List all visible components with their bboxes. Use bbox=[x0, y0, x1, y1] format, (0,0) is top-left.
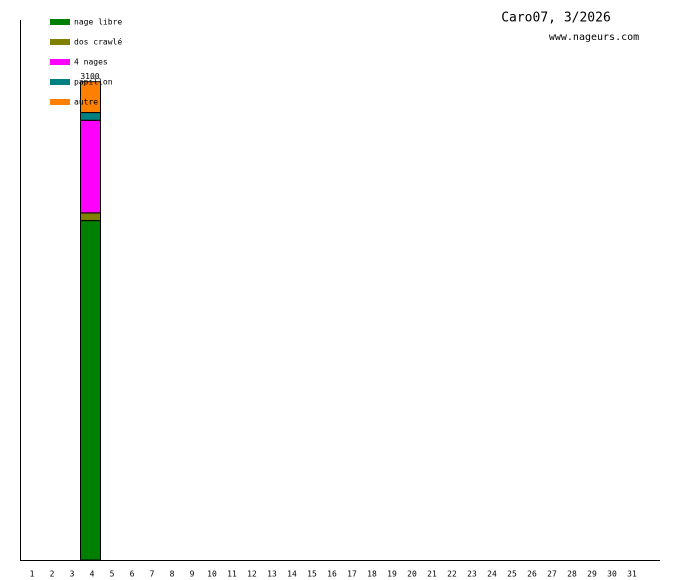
legend-label: papillon bbox=[74, 78, 113, 87]
bar-segment bbox=[80, 119, 101, 214]
x-tick-label: 13 bbox=[267, 570, 277, 579]
x-tick-label: 28 bbox=[567, 570, 577, 579]
x-tick-label: 3 bbox=[70, 570, 75, 579]
x-tick-label: 4 bbox=[90, 570, 95, 579]
x-tick-label: 26 bbox=[527, 570, 537, 579]
x-tick-label: 6 bbox=[130, 570, 135, 579]
x-tick-label: 30 bbox=[607, 570, 617, 579]
total-label: 3100 bbox=[80, 72, 99, 81]
bar-segment bbox=[80, 112, 101, 121]
legend-swatch bbox=[50, 59, 70, 65]
x-tick-label: 24 bbox=[487, 570, 497, 579]
bar-segment bbox=[80, 212, 101, 222]
x-tick-label: 7 bbox=[150, 570, 155, 579]
chart-subtitle: www.nageurs.com bbox=[549, 32, 639, 43]
x-tick-label: 14 bbox=[287, 570, 297, 579]
x-tick-label: 16 bbox=[327, 570, 337, 579]
chart-title: Caro07, 3/2026 bbox=[501, 11, 611, 26]
x-tick-label: 18 bbox=[367, 570, 377, 579]
legend-swatch bbox=[50, 99, 70, 105]
x-tick-label: 9 bbox=[190, 570, 195, 579]
legend-swatch bbox=[50, 19, 70, 25]
x-tick-label: 22 bbox=[447, 570, 457, 579]
x-tick-label: 12 bbox=[247, 570, 257, 579]
x-tick-label: 11 bbox=[227, 570, 237, 579]
bar-segment bbox=[80, 220, 101, 561]
x-tick-label: 17 bbox=[347, 570, 357, 579]
x-tick-label: 5 bbox=[110, 570, 115, 579]
x-tick-label: 29 bbox=[587, 570, 597, 579]
legend-swatch bbox=[50, 39, 70, 45]
x-tick-label: 10 bbox=[207, 570, 217, 579]
x-tick-label: 2 bbox=[50, 570, 55, 579]
x-tick-label: 20 bbox=[407, 570, 417, 579]
x-tick-label: 23 bbox=[467, 570, 477, 579]
legend-label: nage libre bbox=[74, 18, 122, 27]
legend-swatch bbox=[50, 79, 70, 85]
x-tick-label: 25 bbox=[507, 570, 517, 579]
x-tick-label: 31 bbox=[627, 570, 637, 579]
legend-label: autre bbox=[74, 98, 98, 107]
x-tick-label: 1 bbox=[30, 570, 35, 579]
legend-label: 4 nages bbox=[74, 58, 108, 67]
x-tick-label: 21 bbox=[427, 570, 437, 579]
bar-segment bbox=[80, 81, 101, 114]
x-tick-label: 19 bbox=[387, 570, 397, 579]
x-tick-label: 15 bbox=[307, 570, 317, 579]
x-tick-label: 27 bbox=[547, 570, 557, 579]
legend-label: dos crawlé bbox=[74, 37, 122, 47]
x-tick-label: 8 bbox=[170, 570, 175, 579]
